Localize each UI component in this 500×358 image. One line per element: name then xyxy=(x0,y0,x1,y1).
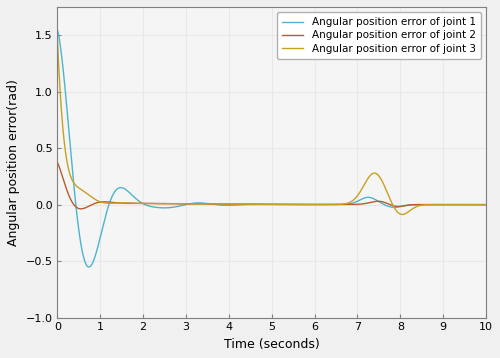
Angular position error of joint 3 xyxy=(483,203,489,207)
Angular position error of joint 1 xyxy=(210,202,216,207)
Angular position error of joint 3 xyxy=(395,211,401,215)
Angular position error of joint 2 xyxy=(54,160,60,164)
Legend: Angular position error of joint 1, Angular position error of joint 2, Angular po: Angular position error of joint 1, Angul… xyxy=(278,12,481,59)
Angular position error of joint 1 xyxy=(372,197,378,202)
Angular position error of joint 1 xyxy=(86,265,92,269)
Angular position error of joint 1 xyxy=(483,203,489,207)
Angular position error of joint 1 xyxy=(76,229,82,233)
Line: Angular position error of joint 1: Angular position error of joint 1 xyxy=(58,30,486,267)
Angular position error of joint 3 xyxy=(372,171,378,175)
Angular position error of joint 2 xyxy=(372,199,378,204)
Angular position error of joint 2 xyxy=(327,202,333,207)
Angular position error of joint 3 xyxy=(308,202,314,207)
Angular position error of joint 2 xyxy=(308,202,314,207)
Line: Angular position error of joint 3: Angular position error of joint 3 xyxy=(58,38,486,214)
Y-axis label: Angular position error(rad): Angular position error(rad) xyxy=(7,79,20,246)
Angular position error of joint 2 xyxy=(76,207,82,211)
X-axis label: Time (seconds): Time (seconds) xyxy=(224,338,320,351)
Angular position error of joint 1 xyxy=(327,203,333,207)
Angular position error of joint 3 xyxy=(399,212,405,217)
Line: Angular position error of joint 2: Angular position error of joint 2 xyxy=(58,162,486,209)
Angular position error of joint 1 xyxy=(395,205,401,209)
Angular position error of joint 1 xyxy=(54,28,60,32)
Angular position error of joint 3 xyxy=(54,35,60,40)
Angular position error of joint 2 xyxy=(483,203,489,207)
Angular position error of joint 2 xyxy=(395,204,401,209)
Angular position error of joint 3 xyxy=(326,202,332,207)
Angular position error of joint 1 xyxy=(308,203,314,207)
Angular position error of joint 2 xyxy=(78,207,84,211)
Angular position error of joint 3 xyxy=(76,186,82,190)
Angular position error of joint 3 xyxy=(210,202,216,206)
Angular position error of joint 2 xyxy=(210,202,216,206)
